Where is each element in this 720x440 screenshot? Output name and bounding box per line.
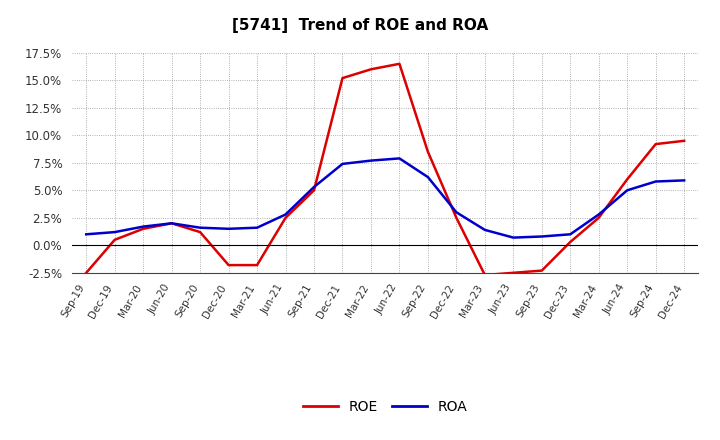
ROA xyxy=(652,179,660,184)
ROE xyxy=(509,270,518,275)
ROA xyxy=(595,212,603,217)
ROE xyxy=(338,76,347,81)
ROA xyxy=(82,231,91,237)
ROE xyxy=(82,270,91,275)
ROA xyxy=(566,231,575,237)
ROA xyxy=(480,227,489,232)
ROA xyxy=(225,226,233,231)
ROE xyxy=(253,262,261,268)
ROE xyxy=(423,149,432,154)
ROE xyxy=(452,215,461,220)
ROE xyxy=(282,215,290,220)
ROE xyxy=(196,230,204,235)
ROA xyxy=(139,224,148,229)
ROA xyxy=(680,178,688,183)
ROE xyxy=(537,268,546,273)
ROE xyxy=(595,215,603,220)
ROA xyxy=(253,225,261,231)
ROA xyxy=(366,158,375,163)
ROA xyxy=(509,235,518,240)
ROA xyxy=(452,210,461,215)
Line: ROA: ROA xyxy=(86,158,684,238)
ROA xyxy=(310,184,318,190)
ROE xyxy=(225,262,233,268)
ROE xyxy=(480,272,489,278)
ROA xyxy=(196,225,204,231)
Text: [5741]  Trend of ROE and ROA: [5741] Trend of ROE and ROA xyxy=(232,18,488,33)
ROE xyxy=(623,176,631,182)
ROE xyxy=(139,226,148,231)
Line: ROE: ROE xyxy=(86,64,684,275)
ROE xyxy=(395,61,404,66)
ROA xyxy=(338,161,347,166)
ROE xyxy=(167,221,176,226)
ROE xyxy=(680,138,688,143)
ROE xyxy=(110,237,119,242)
ROE xyxy=(366,66,375,72)
ROA xyxy=(423,174,432,180)
ROA xyxy=(395,156,404,161)
ROA xyxy=(282,212,290,217)
ROE xyxy=(652,141,660,147)
ROA xyxy=(167,221,176,226)
ROE xyxy=(566,239,575,245)
ROA xyxy=(537,234,546,239)
ROE xyxy=(310,187,318,193)
ROA xyxy=(623,187,631,193)
Legend: ROE, ROA: ROE, ROA xyxy=(297,394,473,419)
ROA xyxy=(110,230,119,235)
